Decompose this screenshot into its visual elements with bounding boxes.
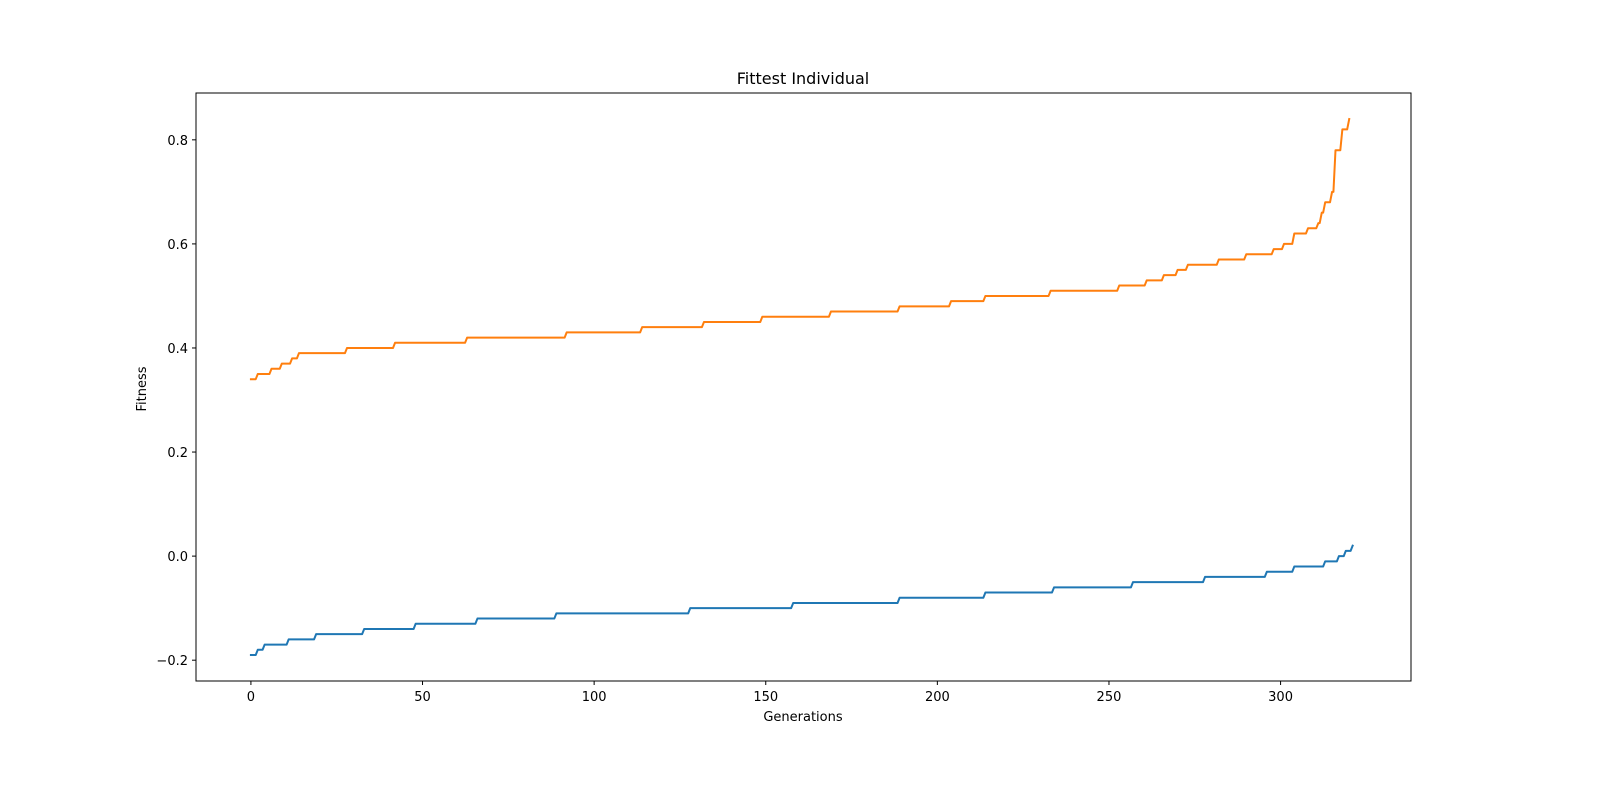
ticks-layer: 0 50 100 150 200 250 300 −0.2 0.0 0.2 0.4 0.6 0.8 [156,134,1293,705]
x-tick-label: 250 [1097,690,1122,705]
x-axis-label: Generations [763,710,843,725]
series-line-2 [249,117,1351,381]
plot-frame [195,92,1412,682]
x-tick-label: 0 [247,690,255,705]
series-layer [249,117,1354,656]
x-tick-label: 150 [753,690,778,705]
chart-title: Fittest Individual [737,69,870,88]
y-tick-label: 0.4 [167,342,188,357]
series-line-1 [249,544,1354,656]
y-tick-label: −0.2 [156,654,188,669]
x-tick-label: 100 [582,690,607,705]
y-tick-label: 0.8 [167,134,188,149]
y-tick-label: 0.2 [167,446,188,461]
y-axis-label: Fitness [135,366,150,411]
x-tick-label: 50 [414,690,431,705]
x-tick-label: 200 [925,690,950,705]
x-tick-label: 300 [1268,690,1293,705]
y-tick-label: 0.6 [167,238,188,253]
y-tick-label: 0.0 [167,550,188,565]
